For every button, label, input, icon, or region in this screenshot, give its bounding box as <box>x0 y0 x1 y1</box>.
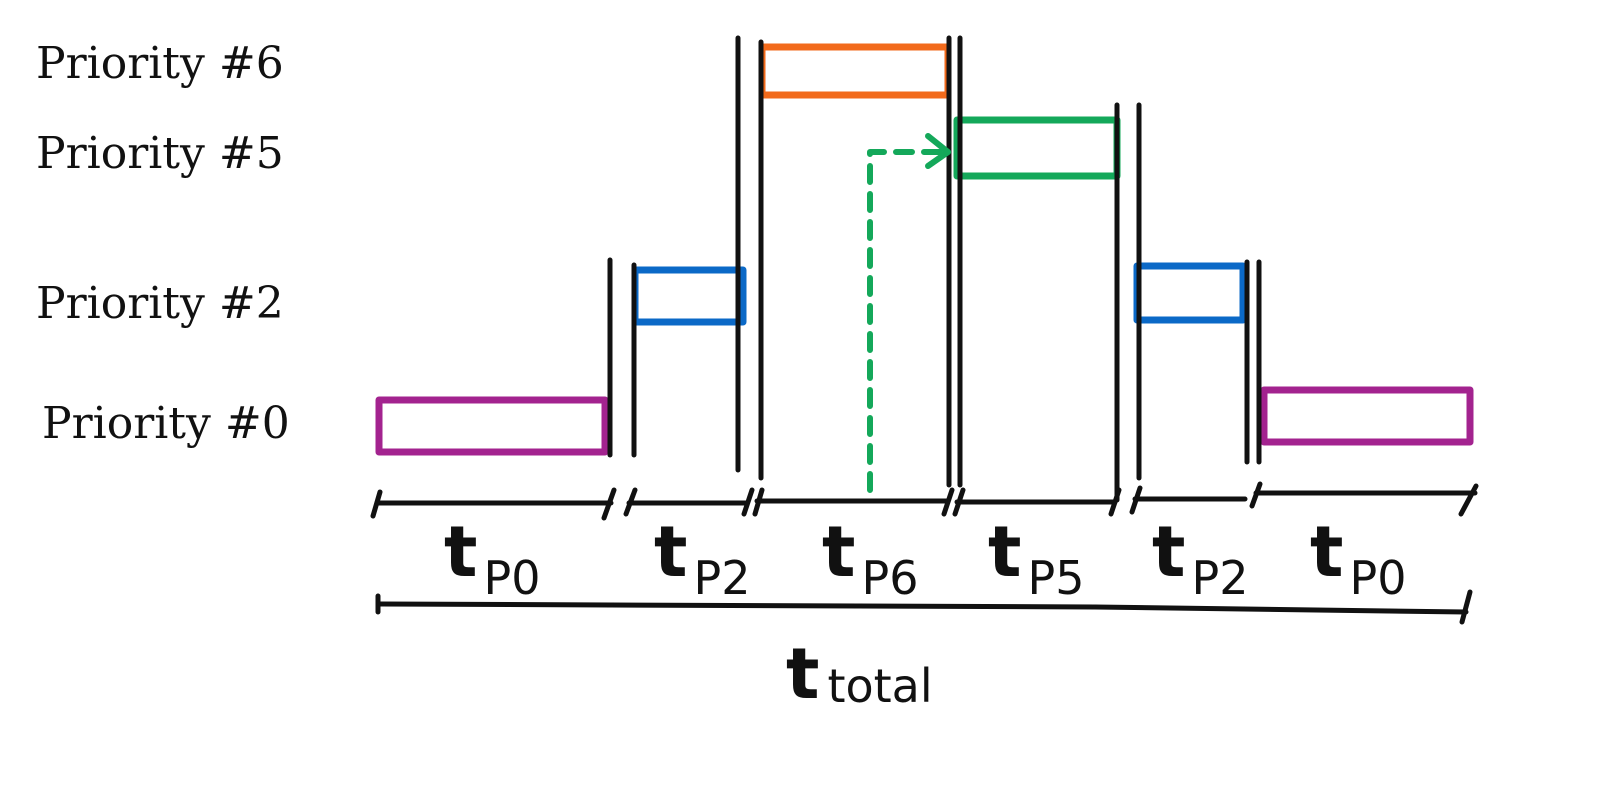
task-box-p2-first <box>631 266 747 326</box>
dashed-arrow-line <box>867 149 943 493</box>
segment-labels: t P0 t P2 t P6 t P5 t P2 t P0 <box>444 511 1406 605</box>
total-tick <box>1459 589 1473 625</box>
task-box-p2-second <box>1133 262 1247 324</box>
segment-tick <box>1108 487 1122 517</box>
segment-tick <box>370 489 383 519</box>
segment-tick <box>941 487 955 517</box>
total-bar <box>1092 604 1469 615</box>
priority-6-label: Priority #6 <box>36 38 284 89</box>
segment-tick <box>601 487 617 521</box>
segment-tick <box>741 487 755 517</box>
total-axis <box>375 589 1473 625</box>
task-box-p0-first <box>375 396 609 456</box>
segment-tick <box>1458 483 1479 517</box>
task-box-p5 <box>953 116 1121 180</box>
priority-0-label: Priority #0 <box>42 398 290 449</box>
segment-tick <box>623 487 638 517</box>
total-label: t total <box>786 633 933 715</box>
segment-label: t P2 <box>654 511 750 605</box>
total-bar <box>375 601 1098 610</box>
segment-label: t P0 <box>1310 511 1406 605</box>
segment-label: t P5 <box>988 511 1084 605</box>
arrow-head-icon <box>925 133 951 169</box>
priority-2-label: Priority #2 <box>36 278 284 329</box>
segment-label: t P0 <box>444 511 540 605</box>
task-box-p0-second <box>1260 386 1474 446</box>
segment-tick <box>1129 485 1143 515</box>
context-switch-lines <box>607 35 1262 503</box>
segment-tick <box>952 487 966 517</box>
segment-label: t P2 <box>1152 511 1248 605</box>
priority-5-label: Priority #5 <box>36 128 284 179</box>
segment-tick <box>752 487 765 517</box>
task-box-p6 <box>758 43 952 99</box>
preemption-arrow <box>867 133 951 493</box>
segment-axis <box>370 481 1479 521</box>
segment-label: t P6 <box>822 511 918 605</box>
segment-tick <box>1249 481 1263 509</box>
